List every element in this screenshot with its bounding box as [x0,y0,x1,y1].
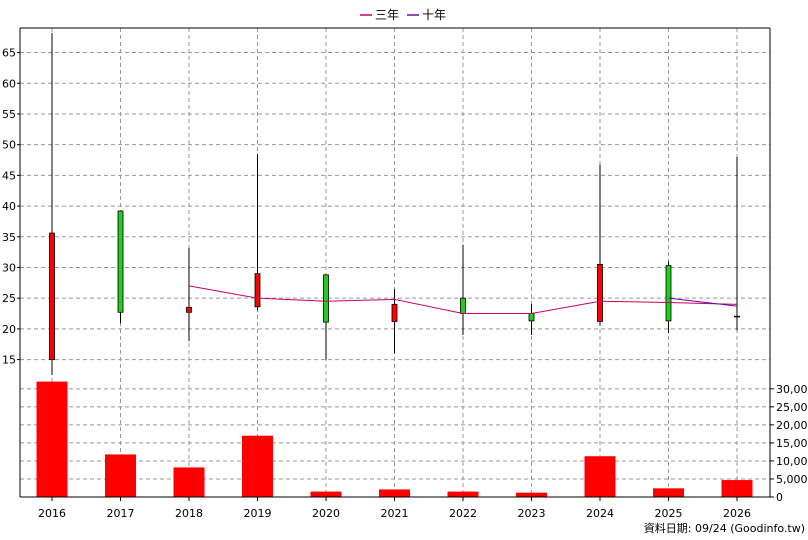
price-tick-label: 25 [2,292,16,305]
x-tick-label: 2020 [312,507,340,520]
volume-bar [105,454,136,497]
volume-tick-label: 15,000 [776,437,808,450]
price-tick-label: 50 [2,139,16,152]
candle-body [186,306,192,313]
legend-label: 十年 [422,8,446,22]
volume-tick-label: 30,000 [776,383,808,396]
price-tick-label: 20 [2,323,16,336]
volume-tick-label: 10,000 [776,455,808,468]
ma-line-三年 [188,285,738,315]
volume-bar [36,381,68,497]
candle-body [665,265,672,322]
candle-body [323,274,329,323]
x-tick-label: 2019 [244,507,272,520]
candle-body [391,303,398,322]
candle-body [117,210,124,313]
price-tick-label: 45 [2,169,16,182]
volume-bar [379,489,410,497]
ma-line-十年 [668,297,738,307]
volume-tick-label: 25,000 [776,401,808,414]
x-tick-label: 2016 [38,507,66,520]
volume-tick-labels: 0 5,000 10,000 15,000 20,000 25,000 30,000 [770,383,808,504]
x-tick-label: 2023 [518,507,546,520]
volume-bar [310,491,342,497]
volume-bar [242,435,273,497]
candlesticks [49,32,740,375]
volume-bar [653,488,684,497]
x-tick-label: 2022 [449,507,477,520]
volume-tick-label: 20,000 [776,419,808,432]
volume-bar [173,467,205,497]
candle-body [597,264,603,322]
legend-label: 三年 [375,8,399,22]
x-tick-labels: 2016 2017 2018 2019 2020 2021 2022 2023 2024 2025… [38,497,751,520]
x-tick-label: 2024 [586,507,614,520]
x-tick-label: 2018 [175,507,203,520]
candle-body [254,273,261,308]
x-tick-label: 2017 [107,507,135,520]
candle-body [49,232,55,360]
data-date-footer: 資料日期: 09/24 (Goodinfo.tw) [644,521,805,535]
x-tick-label: 2026 [723,507,751,520]
candle-body [460,297,466,314]
volume-bar [516,492,547,497]
price-tick-label: 15 [2,354,16,367]
candle-body [528,313,535,322]
price-tick-label: 30 [2,261,16,274]
x-tick-label: 2025 [655,507,683,520]
price-tick-label: 35 [2,231,16,244]
x-tick-label: 2021 [381,507,409,520]
price-tick-labels: 15 20 25 30 35 40 45 50 55 60 65 [2,47,20,367]
price-tick-label: 60 [2,77,16,90]
price-tick-label: 65 [2,47,16,60]
legend: 三年 十年 [360,8,446,22]
volume-bar [584,456,616,497]
volume-tick-label: 5,000 [776,473,808,486]
volume-bar [447,491,479,497]
volume-bar [721,480,753,497]
price-tick-label: 55 [2,108,16,121]
price-tick-label: 40 [2,200,16,213]
volume-tick-label: 0 [776,491,783,504]
volume-bars [36,381,753,497]
